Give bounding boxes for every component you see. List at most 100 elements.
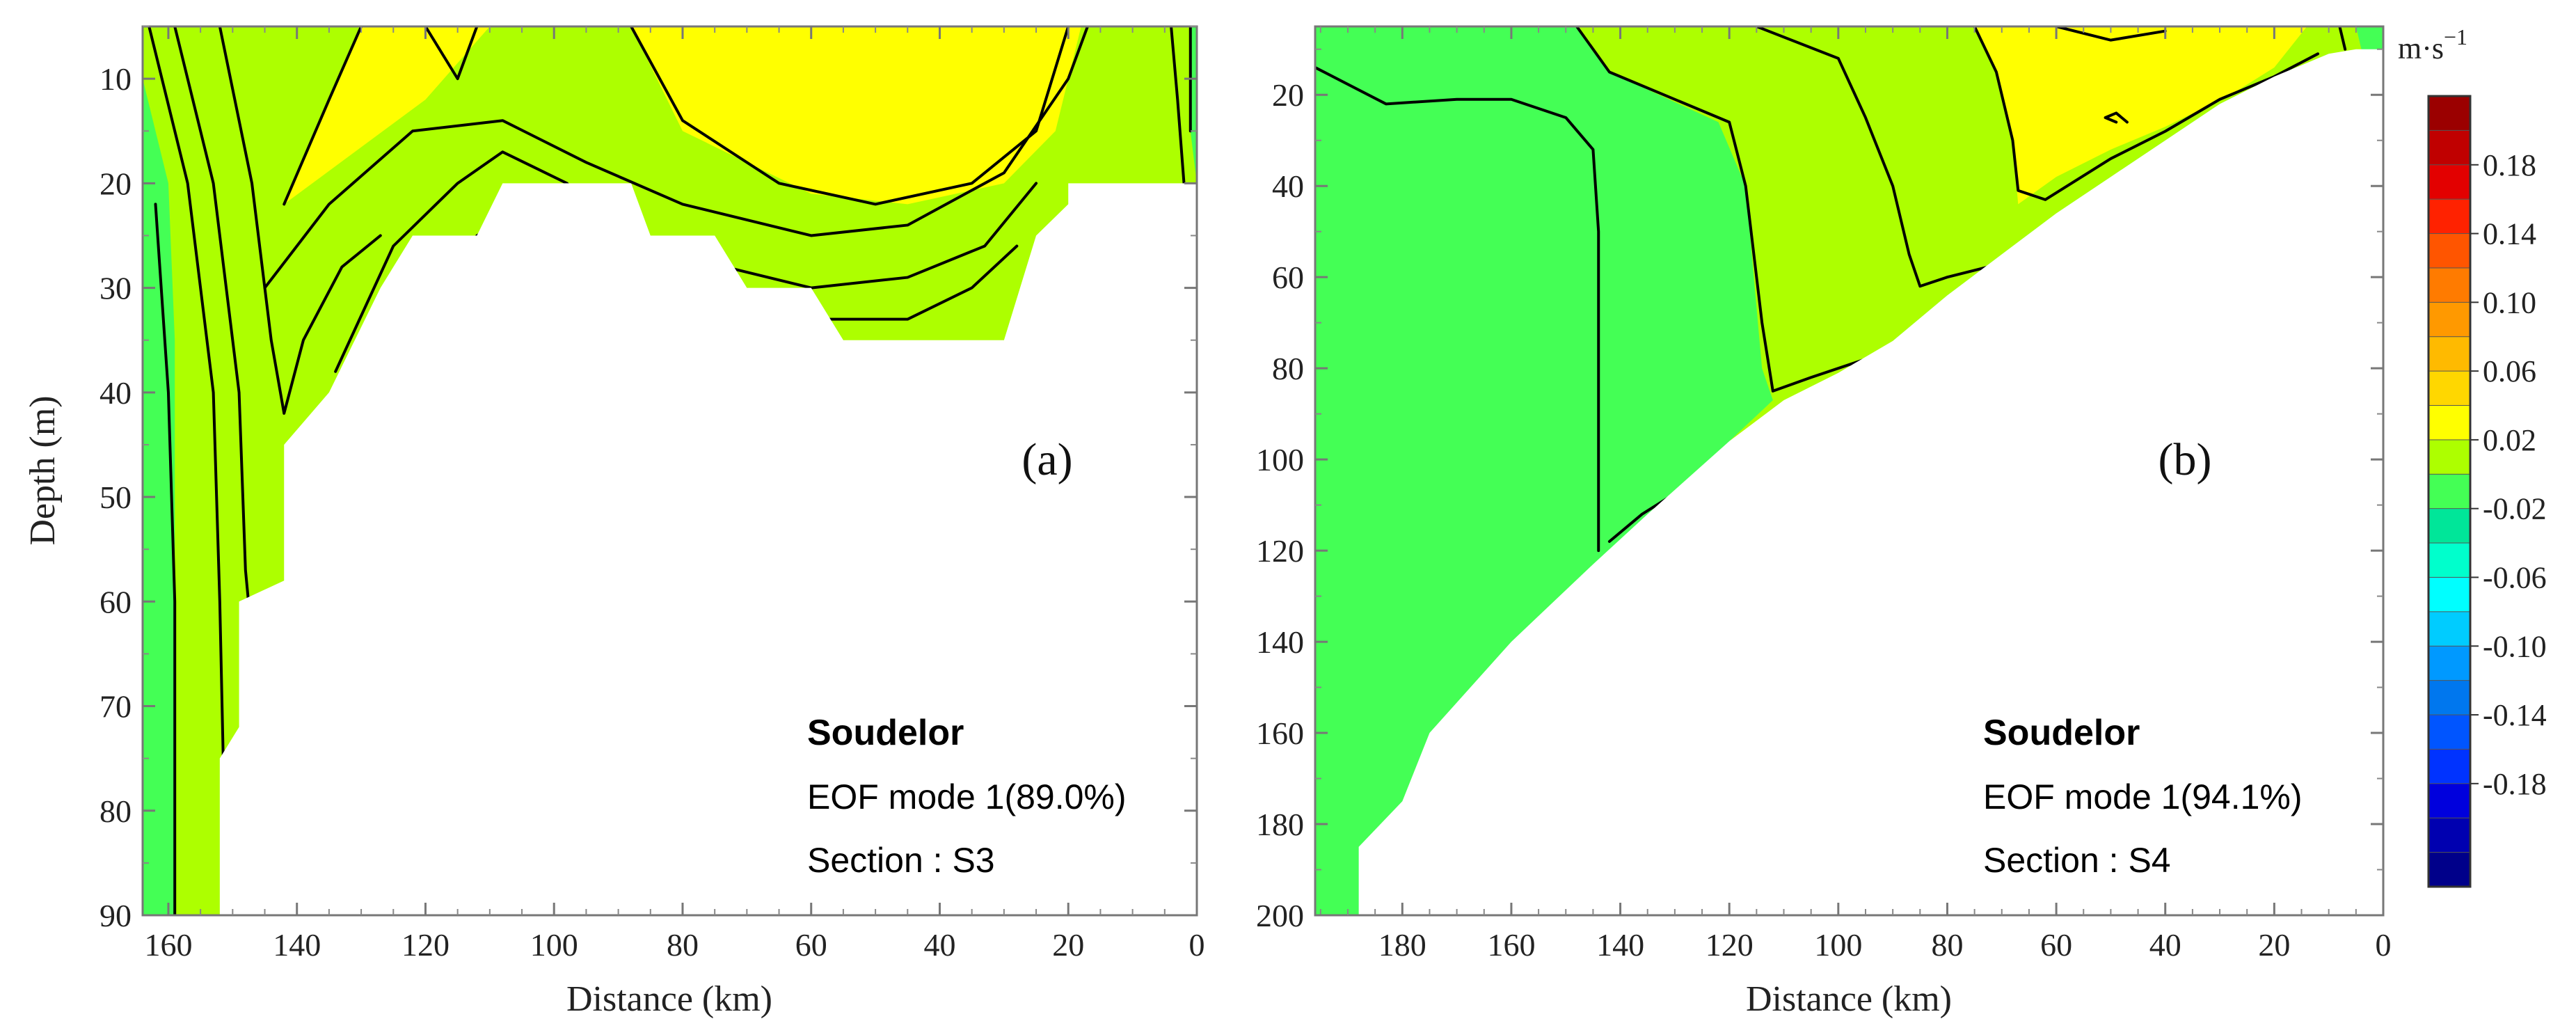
colorbar-cell [2428, 473, 2471, 509]
colorbar-cell [2428, 405, 2471, 441]
colorbar-cell [2428, 439, 2471, 475]
panel-b-region-3 [2355, 26, 2383, 49]
panel-b-contour-2 [1575, 26, 1867, 393]
panel-a-ytick-label: 70 [100, 689, 132, 725]
colorbar-unit-exponent: −1 [2444, 24, 2467, 49]
panel-a-ytick-label: 90 [100, 898, 132, 933]
panel-b-xtick-label: 120 [1706, 927, 1754, 963]
colorbar-label: 0.02 [2483, 423, 2536, 457]
colorbar: m·s−1 0.18 0.14 0.10 0.06 0.02 -0.02 -0.06 -0.1… [2398, 24, 2547, 888]
colorbar-unit-base: m·s [2398, 31, 2444, 65]
colorbar-cell [2428, 852, 2471, 887]
panel-b-contour-4 [1973, 26, 2320, 201]
colorbar-cell [2428, 714, 2471, 750]
panel-a-ylabel: Depth (m) [23, 395, 63, 545]
colorbar-label: 0.14 [2483, 217, 2536, 251]
colorbar-cell [2428, 783, 2471, 819]
panel-b-frame [1314, 25, 2385, 917]
panel-a-xtick-label: 60 [795, 927, 827, 963]
panel-b-contour-7 [2338, 26, 2347, 51]
panel-b-ytick-label: 120 [1256, 533, 1304, 569]
colorbar-cell [2428, 611, 2471, 647]
panel-a-ytick-label: 80 [100, 793, 132, 829]
panel-a-xtick-label: 20 [1052, 927, 1084, 963]
panel-b-eof-mode: EOF mode 1(94.1%) [1983, 777, 2303, 816]
panel-b-xlabel: Distance (km) [1746, 979, 1952, 1019]
panel-b-section: Section : S4 [1983, 841, 2171, 880]
panel-b-xtick-label: 40 [2149, 927, 2181, 963]
panel-b-contour-6 [2104, 111, 2129, 124]
panel-a-xtick-label: 120 [401, 927, 450, 963]
colorbar-cell [2428, 542, 2471, 578]
panel-b-plot-area [1315, 26, 2383, 915]
panel-a-contour-10 [1170, 26, 1186, 185]
panel-a-eof-mode: EOF mode 1(89.0%) [807, 777, 1127, 816]
panel-a-ytick-label: 10 [100, 61, 132, 97]
panel-b-ytick-label: 100 [1256, 442, 1304, 477]
panel-a-ytick-label: 20 [100, 166, 132, 201]
colorbar-unit: m·s−1 [2398, 24, 2467, 65]
panel-a-xtick-label: 0 [1189, 927, 1205, 963]
panel-a-region-4 [1190, 26, 1197, 184]
panel-b-xtick-label: 20 [2258, 927, 2290, 963]
panel-b-xtick-label: 180 [1378, 927, 1426, 963]
colorbar-cells [2428, 95, 2471, 887]
colorbar-cell [2428, 508, 2471, 544]
panel-b-ytick-label: 140 [1256, 624, 1304, 660]
panel-b-xtick-label: 160 [1487, 927, 1535, 963]
panel-a-plot-area [143, 26, 1197, 915]
panel-a-xtick-label: 160 [144, 927, 192, 963]
colorbar-label: -0.06 [2483, 560, 2547, 594]
panel-b-storm-name: Soudelor [1983, 713, 2140, 753]
panel-b-xtick-label: 100 [1814, 927, 1862, 963]
colorbar-cell [2428, 370, 2471, 406]
panel-a-contour-8 [424, 26, 479, 81]
panel-b-ticks: 180 160 140 120 100 80 60 40 20 02040608010012014… [1256, 26, 2392, 963]
colorbar-cell [2428, 336, 2471, 372]
colorbar-cell [2428, 680, 2471, 716]
panel-b-label: (b) [2158, 434, 2212, 485]
panel-b-ytick-label: 200 [1256, 898, 1304, 933]
colorbar-cell [2428, 198, 2471, 235]
colorbar-cell [2428, 129, 2471, 166]
colorbar-label: -0.10 [2483, 629, 2547, 663]
colorbar-label: 0.18 [2483, 148, 2536, 182]
colorbar-cell [2428, 748, 2471, 784]
panel-a-xtick-label: 80 [667, 927, 699, 963]
panel-b-region-2 [1974, 26, 2307, 205]
panel-a: 160 140 120 100 80 60 40 20 0102030405060708090 … [23, 25, 1205, 1019]
panel-a-storm-name: Soudelor [807, 713, 964, 753]
panel-b-xtick-label: 80 [1931, 927, 1963, 963]
panel-a-region-1 [284, 26, 490, 205]
panel-b-ytick-label: 20 [1272, 77, 1304, 113]
panel-b: 180 160 140 120 100 80 60 40 20 02040608010012014… [1256, 25, 2392, 1019]
panel-a-ticks: 160 140 120 100 80 60 40 20 0 10 20 30 40 50 60 70 80 90 [100, 26, 1205, 963]
colorbar-label: 0.10 [2483, 285, 2536, 319]
panel-a-contour-1 [148, 26, 228, 896]
panel-a-ytick-label: 60 [100, 584, 132, 619]
colorbar-cell [2428, 576, 2471, 612]
panel-a-contour-0 [154, 203, 177, 915]
colorbar-cell [2428, 95, 2471, 132]
panel-b-xtick-label: 140 [1596, 927, 1644, 963]
colorbar-label: -0.14 [2483, 698, 2547, 732]
panel-a-ytick-label: 40 [100, 375, 132, 411]
colorbar-label: -0.02 [2483, 492, 2547, 526]
panel-b-xtick-label: 60 [2040, 927, 2072, 963]
panel-a-ytick-label: 30 [100, 271, 132, 306]
colorbar-labels: 0.18 0.14 0.10 0.06 0.02 -0.02 -0.06 -0.10 -0.14… [2470, 148, 2547, 801]
colorbar-cell [2428, 817, 2471, 853]
panel-a-xtick-label: 140 [273, 927, 321, 963]
panel-b-contour-0 [1315, 65, 1600, 553]
colorbar-label: -0.18 [2483, 767, 2547, 801]
panel-b-ytick-label: 40 [1272, 168, 1304, 204]
panel-a-contour-lines [148, 26, 1192, 915]
panel-a-label: (a) [1021, 434, 1072, 485]
panel-b-contour-3 [1755, 26, 2003, 288]
colorbar-cell [2428, 164, 2471, 200]
panel-a-bathymetry-mask [143, 183, 1197, 915]
panel-a-xtick-label: 100 [530, 927, 578, 963]
panel-b-xtick-label: 0 [2376, 927, 2392, 963]
colorbar-cell [2428, 645, 2471, 681]
